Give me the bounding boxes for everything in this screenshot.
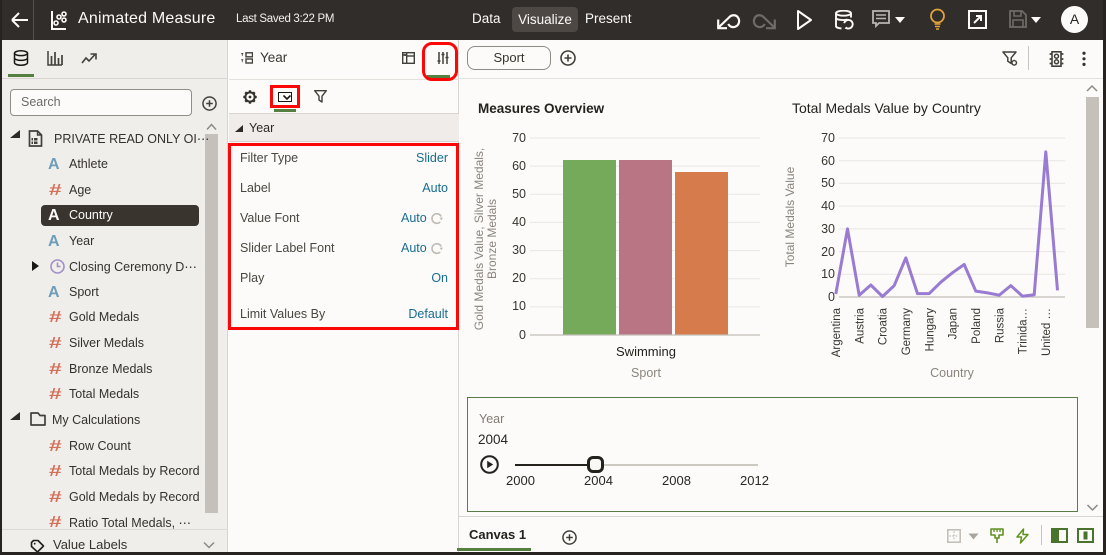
- svg-text:United …: United …: [1041, 308, 1053, 356]
- svg-text:Hungary: Hungary: [924, 308, 936, 352]
- svg-text:Argentina: Argentina: [831, 307, 843, 357]
- svg-text:Japan: Japan: [948, 308, 960, 339]
- svg-text:20: 20: [821, 245, 835, 259]
- svg-text:Total Medals Value by Country: Total Medals Value by Country: [792, 100, 981, 116]
- svg-text:70: 70: [821, 131, 835, 145]
- svg-text:10: 10: [821, 267, 835, 281]
- svg-text:Poland: Poland: [971, 308, 983, 344]
- svg-text:Bronze Medals: Bronze Medals: [485, 199, 499, 279]
- svg-text:Austria: Austria: [854, 307, 866, 343]
- svg-text:Germany: Germany: [901, 308, 913, 356]
- svg-text:Gold Medals Value, Silver Meda: Gold Medals Value, Silver Medals,: [472, 148, 486, 331]
- svg-text:Sport: Sport: [631, 366, 661, 380]
- svg-text:30: 30: [821, 222, 835, 236]
- svg-text:0: 0: [519, 328, 526, 342]
- svg-text:70: 70: [512, 131, 526, 145]
- svg-text:60: 60: [512, 159, 526, 173]
- svg-text:10: 10: [512, 299, 526, 313]
- svg-text:Measures Overview: Measures Overview: [478, 101, 605, 116]
- svg-text:40: 40: [512, 215, 526, 229]
- svg-text:Croatia: Croatia: [878, 307, 890, 345]
- svg-text:Swimming: Swimming: [616, 344, 676, 359]
- svg-text:40: 40: [821, 199, 835, 213]
- svg-text:50: 50: [821, 176, 835, 190]
- svg-text:0: 0: [828, 290, 835, 304]
- svg-text:Country: Country: [930, 366, 975, 380]
- svg-text:60: 60: [821, 154, 835, 168]
- svg-text:Russia: Russia: [994, 307, 1006, 343]
- svg-text:Total Medals Value: Total Medals Value: [783, 166, 797, 267]
- svg-text:50: 50: [512, 187, 526, 201]
- svg-text:30: 30: [512, 243, 526, 257]
- svg-text:Trinida…: Trinida…: [1018, 308, 1030, 354]
- svg-text:20: 20: [512, 271, 526, 285]
